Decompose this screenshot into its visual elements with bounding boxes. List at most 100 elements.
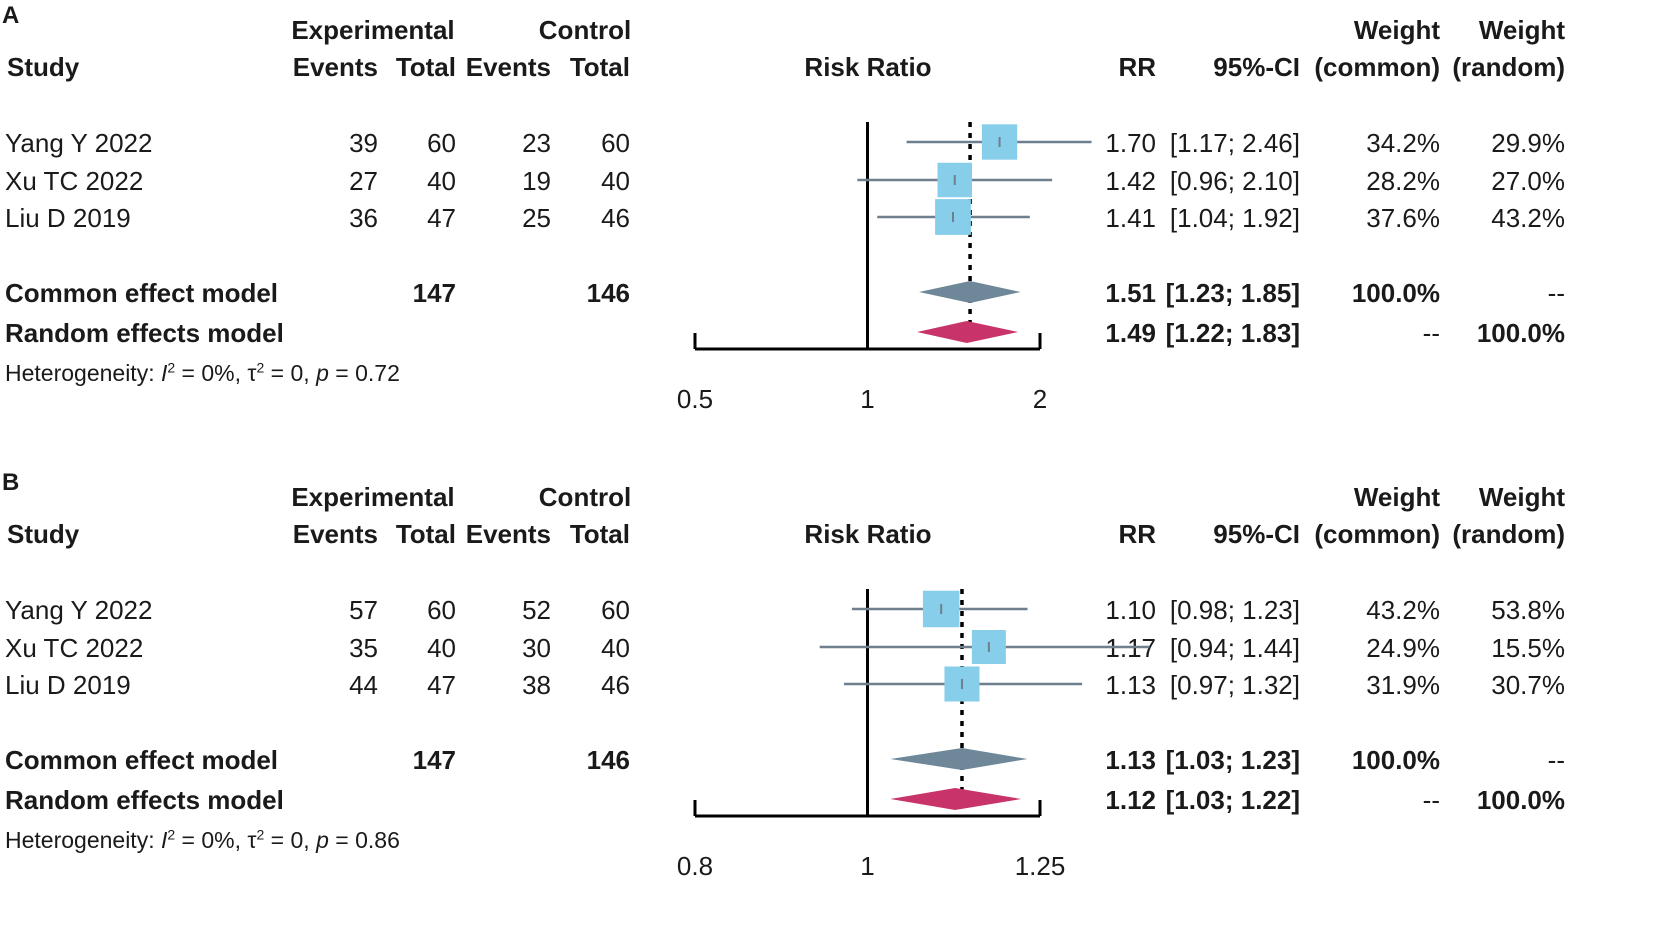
ci-cell: [0.98; 1.23] [1169,595,1300,625]
ctrl-total-cell: 40 [601,166,630,196]
random-weight-random: 100.0% [1476,318,1565,348]
common-ci: [1.23; 1.85] [1165,278,1300,308]
rr-cell: 1.13 [1105,670,1156,700]
header-risk-ratio: Risk Ratio [804,519,932,549]
header-rr: RR [1118,52,1156,82]
header-exp-events: Events [292,52,378,82]
tau-squared-value: = 0, [264,827,317,853]
i-squared-value: = 0%, [175,360,248,386]
ctrl-total-cell: 40 [601,633,630,663]
x-tick-label: 1 [860,384,874,414]
tau-squared-symbol: τ [247,360,257,386]
common-model-label: Common effect model [5,278,279,308]
tau-squared-value: = 0, [264,360,317,386]
rr-cell: 1.10 [1105,595,1156,625]
forest-plot-svg: 0.8 1 1.25 [677,589,1150,881]
common-weight-common: 100.0% [1351,278,1440,308]
ctrl-events-cell: 19 [522,166,551,196]
header-weight-random-sub: (random) [1452,52,1565,82]
study-name: Xu TC 2022 [5,166,144,196]
exp-events-cell: 44 [349,670,378,700]
header-weight-common: Weight [1353,482,1440,512]
heterogeneity-text: Heterogeneity: I2 = 0%, τ2 = 0, p = 0.72 [5,358,400,388]
header-rr: RR [1118,519,1156,549]
weight-random-cell: 15.5% [1491,633,1565,663]
exp-total-cell: 60 [427,128,456,158]
random-weight-random: 100.0% [1476,785,1565,815]
superscript-two: 2 [167,826,176,843]
header-exp-total: Total [395,52,456,82]
exp-total-cell: 47 [427,203,456,233]
random-model-label: Random effects model [5,318,284,348]
header-control: Control [538,15,632,45]
common-effect-diamond [919,281,1021,303]
random-effects-diamond [890,788,1022,810]
header-experimental: Experimental [291,482,455,512]
weight-common-cell: 43.2% [1366,595,1440,625]
tau-squared-symbol: τ [247,827,257,853]
header-exp-events: Events [292,519,378,549]
exp-events-cell: 35 [349,633,378,663]
random-weight-common: -- [1422,785,1440,815]
superscript-two: 2 [167,359,176,376]
ctrl-events-cell: 30 [522,633,551,663]
common-effect-diamond [890,748,1028,770]
common-rr: 1.51 [1105,278,1156,308]
ci-cell: [1.17; 2.46] [1169,128,1300,158]
exp-total-cell: 60 [427,595,456,625]
header-risk-ratio: Risk Ratio [804,52,932,82]
common-rr: 1.13 [1105,745,1156,775]
ci-cell: [0.94; 1.44] [1169,633,1300,663]
weight-common-cell: 31.9% [1366,670,1440,700]
weight-random-cell: 29.9% [1491,128,1565,158]
x-tick-label: 1.25 [1015,851,1066,881]
study-name: Yang Y 2022 [5,595,153,625]
x-tick-label: 2 [1033,384,1047,414]
p-value: = 0.72 [328,360,400,386]
x-tick-label: 1 [860,851,874,881]
heterogeneity-prefix: Heterogeneity: [5,827,161,853]
exp-events-cell: 39 [349,128,378,158]
header-study: Study [7,519,80,549]
panel-label: A [2,2,20,29]
i-squared-value: = 0%, [175,827,248,853]
exp-total-cell: 47 [427,670,456,700]
x-tick-label: 0.8 [677,851,713,881]
common-weight-random: -- [1547,278,1565,308]
common-exp-total: 147 [412,745,456,775]
random-rr: 1.12 [1105,785,1156,815]
exp-events-cell: 57 [349,595,378,625]
header-weight-random-sub: (random) [1452,519,1565,549]
ctrl-total-cell: 60 [601,128,630,158]
random-ci: [1.03; 1.22] [1165,785,1300,815]
ci-cell: [1.04; 1.92] [1169,203,1300,233]
header-weight-random: Weight [1478,482,1565,512]
ci-cell: [0.96; 2.10] [1169,166,1300,196]
common-weight-random: -- [1547,745,1565,775]
weight-common-cell: 34.2% [1366,128,1440,158]
exp-events-cell: 27 [349,166,378,196]
weight-random-cell: 27.0% [1491,166,1565,196]
ctrl-total-cell: 46 [601,670,630,700]
common-ci: [1.03; 1.23] [1165,745,1300,775]
random-effects-diamond [916,321,1018,343]
p-symbol: p [316,360,329,386]
header-ctrl-total: Total [569,519,630,549]
exp-total-cell: 40 [427,633,456,663]
random-rr: 1.49 [1105,318,1156,348]
exp-events-cell: 36 [349,203,378,233]
study-name: Liu D 2019 [5,203,131,233]
study-name: Liu D 2019 [5,670,131,700]
random-weight-common: -- [1422,318,1440,348]
common-ctrl-total: 146 [586,745,630,775]
weight-random-cell: 30.7% [1491,670,1565,700]
random-model-label: Random effects model [5,785,284,815]
study-name: Xu TC 2022 [5,633,144,663]
common-model-label: Common effect model [5,745,279,775]
header-ci: 95%-CI [1213,52,1300,82]
header-experimental: Experimental [291,15,455,45]
header-weight-common: Weight [1353,15,1440,45]
ctrl-events-cell: 23 [522,128,551,158]
i-squared-symbol: I [160,360,168,386]
header-study: Study [7,52,80,82]
